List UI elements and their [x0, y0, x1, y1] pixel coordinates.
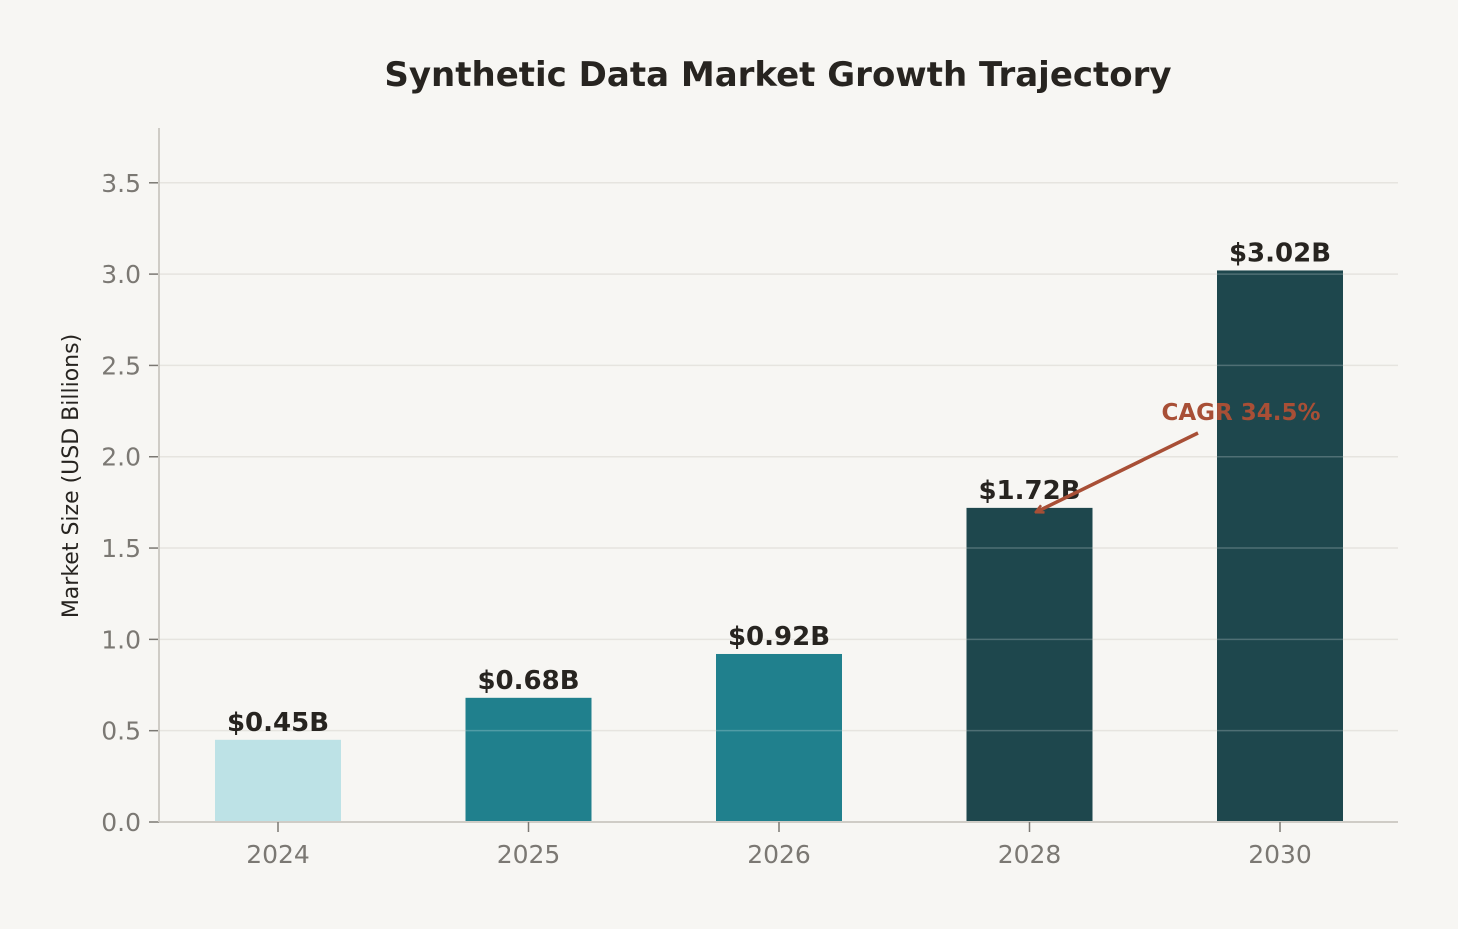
y-tick-label: 3.0 [101, 260, 141, 289]
x-tick-label: 2025 [497, 840, 561, 869]
x-tick-label: 2024 [246, 840, 310, 869]
y-tick-label: 3.5 [101, 169, 141, 198]
annotation-text: CAGR 34.5% [1161, 400, 1320, 426]
data-label: $0.92B [728, 622, 830, 652]
data-label: $0.45B [227, 708, 329, 738]
bar [966, 507, 1093, 822]
data-labels: $0.45B $0.68B $0.92B $1.72B $3.02B [227, 238, 1331, 737]
chart-title: Synthetic Data Market Growth Trajectory [384, 55, 1171, 95]
axes: 0.0 0.5 1.0 1.5 2.0 2.5 3.0 3.5 2024 2025 2026 2028… [101, 128, 1398, 869]
bar [465, 697, 592, 822]
bar [215, 739, 341, 822]
y-tick-label: 2.0 [101, 443, 141, 472]
y-axis-label: Market Size (USD Billions) [59, 334, 84, 618]
y-tick-label: 1.0 [101, 625, 141, 654]
bars [215, 270, 1343, 822]
x-tick-label: 2026 [747, 840, 811, 869]
grid-lines [159, 182, 1398, 732]
y-tick-label: 0.0 [101, 808, 141, 837]
x-tick-label: 2028 [998, 840, 1062, 869]
data-label: $3.02B [1229, 238, 1331, 268]
annotation-arrow [1037, 431, 1199, 512]
bar [716, 653, 842, 822]
data-label: $1.72B [978, 476, 1080, 506]
annotation: CAGR 34.5% [1037, 400, 1321, 512]
bar [1217, 270, 1343, 822]
y-tick-label: 1.5 [101, 534, 141, 563]
data-label: $0.68B [477, 666, 579, 696]
y-tick-label: 0.5 [101, 717, 141, 746]
y-tick-label: 2.5 [101, 351, 141, 380]
x-tick-label: 2030 [1248, 840, 1312, 869]
